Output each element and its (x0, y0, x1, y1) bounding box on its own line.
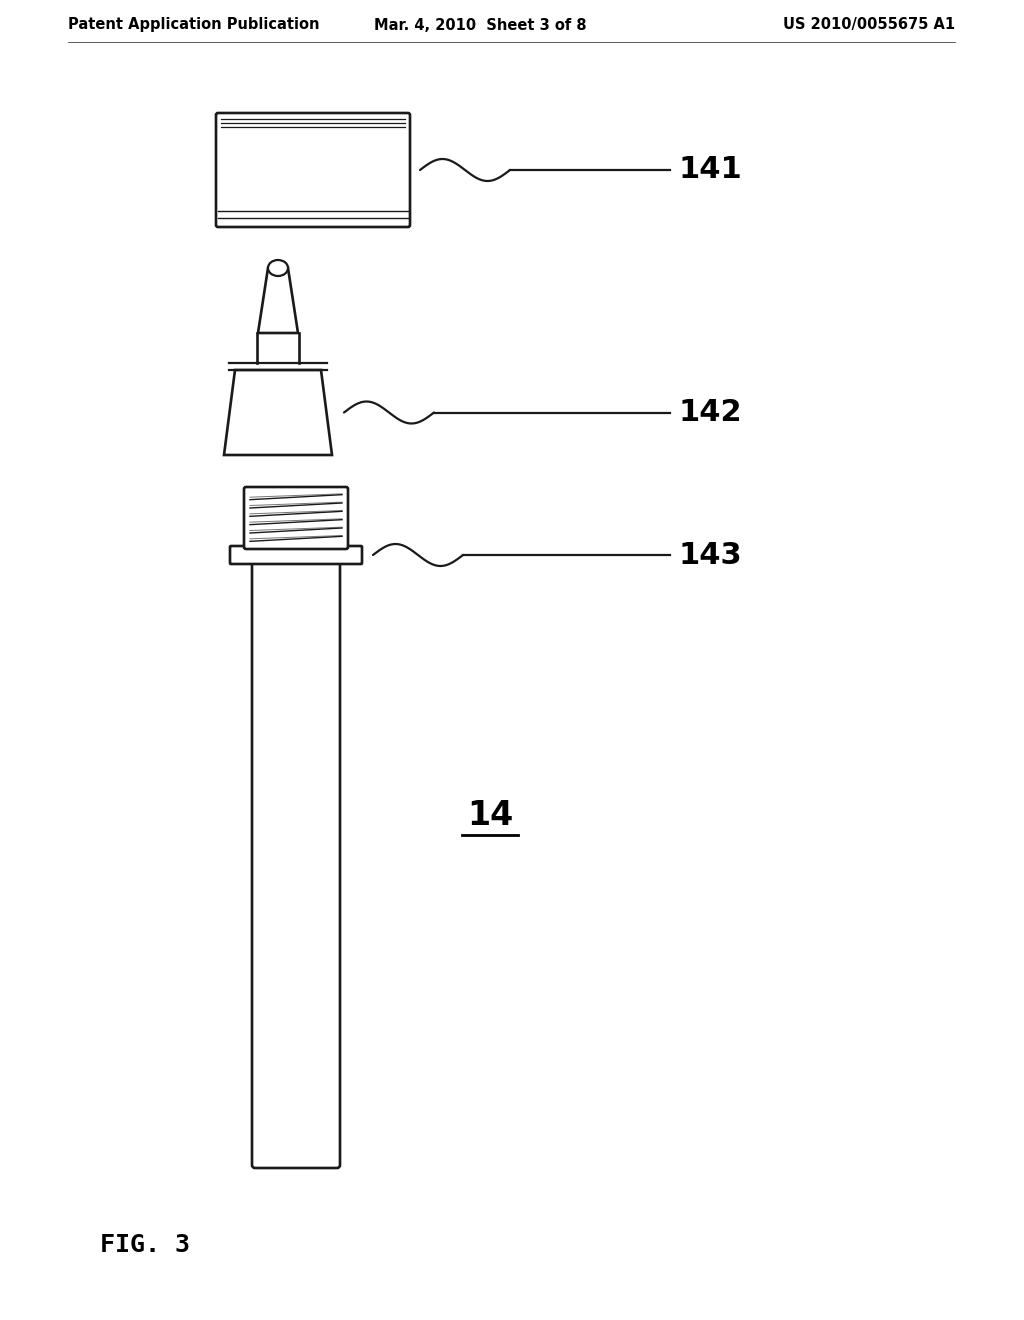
Text: Patent Application Publication: Patent Application Publication (68, 17, 319, 33)
Polygon shape (224, 370, 332, 455)
Text: US 2010/0055675 A1: US 2010/0055675 A1 (783, 17, 955, 33)
Text: 141: 141 (678, 156, 741, 185)
Text: 143: 143 (678, 540, 741, 569)
Text: 14: 14 (467, 799, 513, 832)
FancyBboxPatch shape (252, 557, 340, 1168)
FancyBboxPatch shape (230, 546, 362, 564)
FancyBboxPatch shape (244, 487, 348, 549)
Text: Mar. 4, 2010  Sheet 3 of 8: Mar. 4, 2010 Sheet 3 of 8 (374, 17, 587, 33)
Polygon shape (258, 268, 298, 333)
Text: FIG. 3: FIG. 3 (100, 1233, 190, 1257)
FancyBboxPatch shape (216, 114, 410, 227)
Text: 142: 142 (678, 399, 741, 426)
Ellipse shape (268, 260, 288, 276)
